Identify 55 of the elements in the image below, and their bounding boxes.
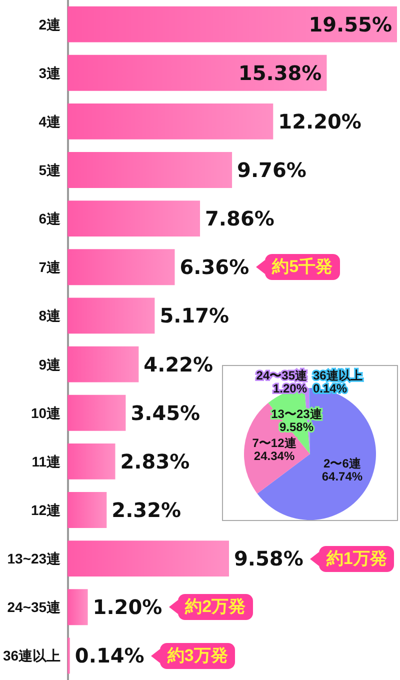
y-tick-label: 4連 (38, 113, 62, 130)
slice-label: 36連以上 (313, 368, 362, 382)
data-label: 1.20% (92, 595, 162, 620)
y-tick-label: 3連 (38, 64, 62, 81)
data-label: 9.58% (234, 546, 304, 571)
bar (68, 298, 155, 334)
slice-label: 13〜23連 (271, 407, 323, 422)
bar (68, 540, 229, 577)
y-tick-label: 11連 (32, 453, 62, 470)
y-tick-label: 8連 (38, 308, 62, 324)
data-label: 7.86% (205, 206, 274, 231)
data-label: 2.32% (112, 498, 182, 522)
data-label: 4.22% (144, 352, 214, 376)
y-tick-label: 12連 (30, 502, 62, 518)
y-tick-label: 5連 (38, 162, 62, 178)
bar (68, 492, 107, 528)
data-label: 15.38% (238, 60, 322, 85)
data-label: 24.34% (254, 449, 295, 464)
data-label: 2.83% (120, 449, 190, 474)
y-tick-label: 24~35連 (7, 599, 62, 616)
bar (68, 394, 126, 431)
data-label: 6.36% (180, 255, 250, 280)
annotation: 約1万発 (319, 546, 394, 572)
bar (68, 249, 175, 286)
annotation: 約5千発 (265, 254, 340, 280)
data-label: 0.14% (74, 644, 144, 668)
data-label: 0.14% (313, 382, 348, 396)
data-label: 64.74% (322, 470, 363, 484)
slice-label: 2〜6連 (324, 456, 362, 471)
y-tick-label: 9連 (38, 356, 62, 372)
bar (68, 443, 116, 480)
data-label: 5.17% (160, 304, 230, 328)
bar (68, 103, 274, 140)
y-tick-label: 36連以上 (2, 648, 61, 664)
bar (68, 152, 232, 188)
y-tick-label: 2連 (38, 16, 62, 32)
y-tick-label: 7連 (38, 259, 62, 276)
data-label: 19.55% (308, 12, 392, 36)
data-label: 9.76% (237, 158, 306, 182)
y-tick-label: 6連 (38, 210, 62, 227)
annotation: 約3万発 (160, 642, 235, 669)
data-label: 9.58% (279, 420, 314, 434)
bar (68, 589, 88, 626)
slice-label: 7〜12連 (252, 436, 298, 450)
bar (68, 200, 200, 237)
slice-label: 24〜35連 (256, 368, 308, 382)
bar (68, 6, 397, 42)
data-label: 3.45% (130, 400, 200, 425)
data-label: 1.20% (272, 382, 308, 396)
bar (68, 346, 139, 382)
y-tick-label: 13~23連 (7, 550, 62, 567)
annotation: 約2万発 (178, 594, 253, 620)
data-label: 12.20% (278, 109, 362, 134)
y-tick-label: 10連 (30, 404, 62, 421)
bar (68, 54, 327, 91)
